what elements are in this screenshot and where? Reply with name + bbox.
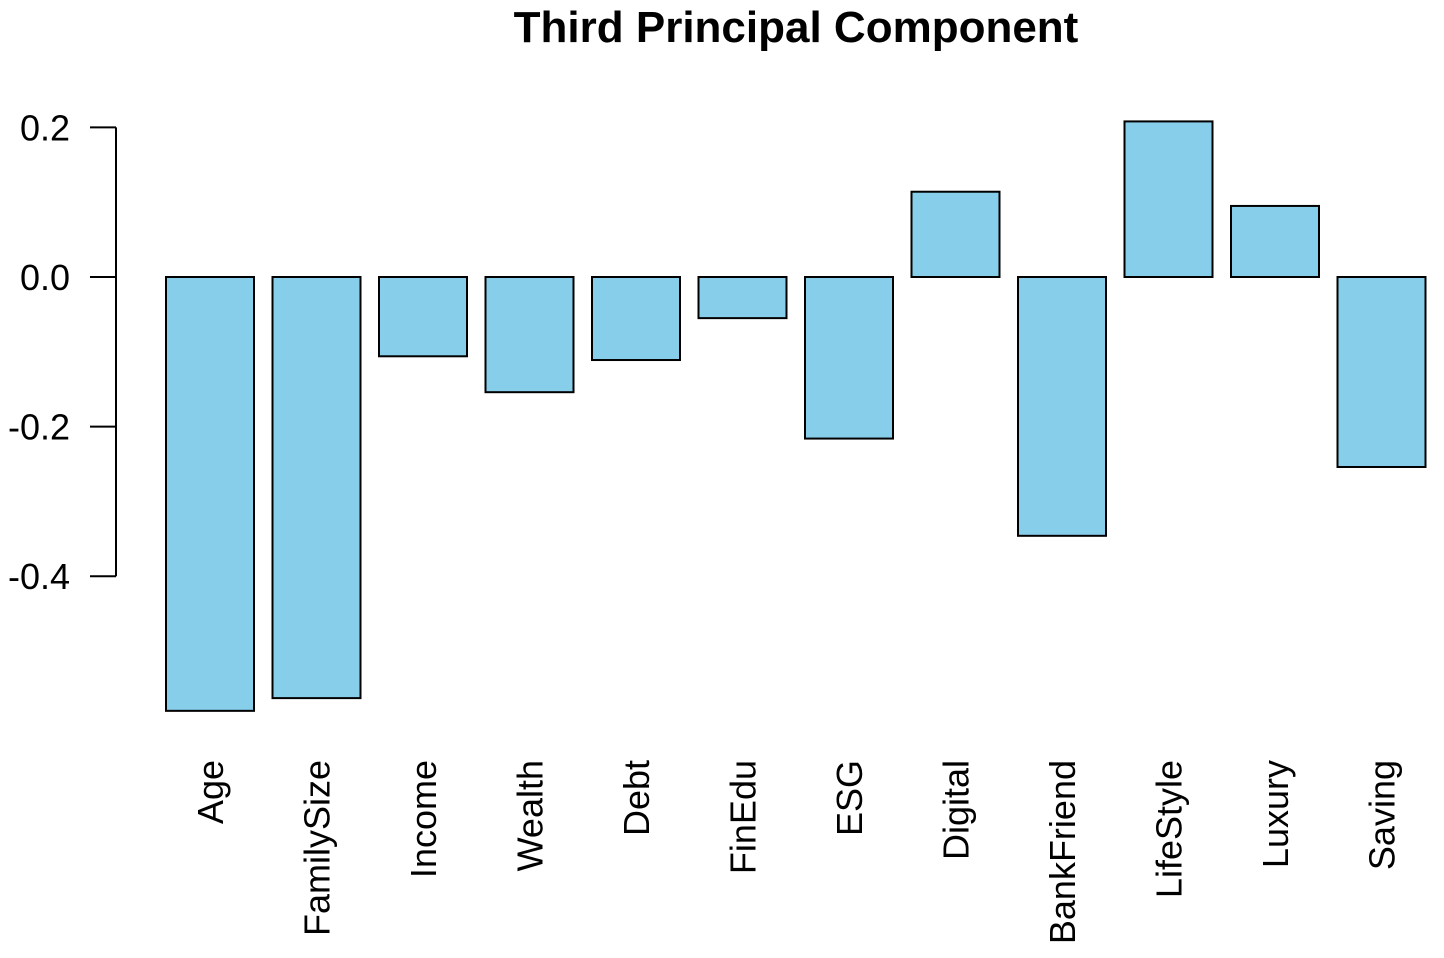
bar-familysize (271, 276, 362, 700)
bar-lifestyle (1123, 120, 1214, 278)
category-label: LifeStyle (1149, 760, 1190, 898)
category-label: Age (190, 760, 231, 824)
category-label: FamilySize (297, 760, 338, 936)
bar-age (165, 276, 255, 712)
category-label: FinEdu (723, 760, 764, 874)
bar-saving (1336, 276, 1427, 468)
category-label: ESG (829, 760, 870, 836)
bars (165, 120, 1427, 712)
bar-luxury (1230, 204, 1320, 278)
category-labels: Age FamilySize Income Wealth Debt FinEdu ESG Di… (190, 760, 1403, 944)
y-tick-label: 0.2 (20, 107, 70, 148)
bar-debt (591, 276, 681, 362)
category-label: Saving (1362, 760, 1403, 870)
y-tick-label: -0.4 (8, 556, 70, 597)
y-tick-label: -0.2 (8, 407, 70, 448)
category-label: Income (403, 760, 444, 878)
chart-title: Third Principal Component (514, 3, 1079, 52)
category-label: Luxury (1255, 760, 1296, 868)
bar-bankfriend (1017, 276, 1107, 537)
bar-finedu (697, 276, 788, 320)
bar-wealth (484, 276, 575, 394)
category-label: BankFriend (1042, 760, 1083, 944)
category-label: Debt (616, 760, 657, 836)
bar-digital (910, 190, 1001, 278)
bar-income (378, 276, 468, 358)
category-label: Wealth (510, 760, 551, 871)
y-axis: 0.2 0.0 -0.2 -0.4 (8, 107, 117, 597)
category-label: Digital (936, 760, 977, 860)
y-tick-label: 0.0 (20, 257, 70, 298)
bar-esg (804, 276, 894, 440)
